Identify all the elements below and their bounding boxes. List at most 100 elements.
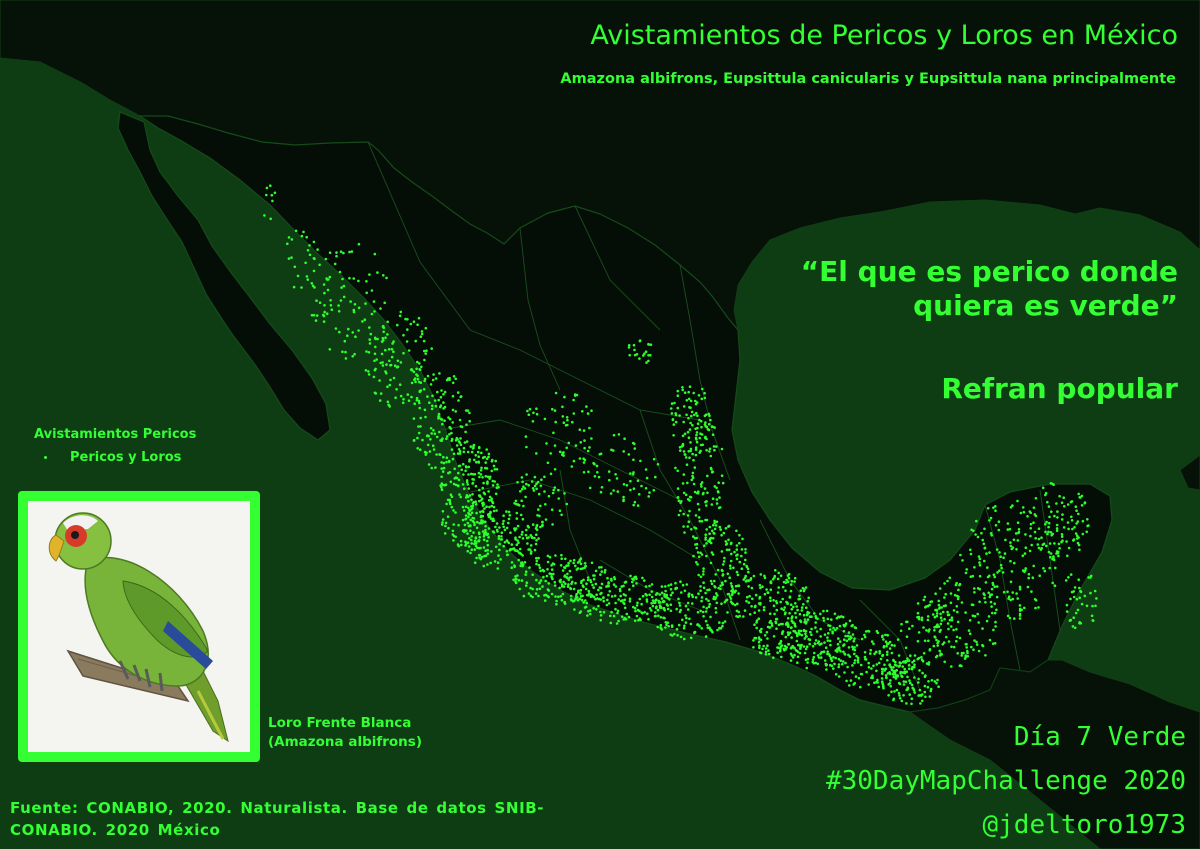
- sighting-point: [1070, 519, 1074, 522]
- sighting-point: [633, 447, 637, 450]
- sighting-point: [478, 488, 481, 492]
- sighting-point: [644, 468, 648, 471]
- sighting-point: [710, 582, 714, 585]
- sighting-point: [419, 381, 423, 385]
- sighting-point: [921, 659, 925, 663]
- sighting-point: [605, 603, 609, 607]
- sighting-point: [566, 418, 569, 422]
- sighting-point: [592, 577, 596, 581]
- sighting-point: [822, 650, 825, 654]
- sighting-point: [435, 435, 439, 439]
- sighting-point: [430, 347, 434, 350]
- sighting-point: [688, 495, 692, 499]
- sighting-point: [743, 576, 747, 580]
- sighting-point: [748, 594, 751, 598]
- sighting-point: [588, 486, 592, 490]
- sighting-points: [263, 184, 1098, 706]
- sighting-point: [1018, 614, 1022, 617]
- sighting-point: [717, 506, 721, 510]
- sighting-point: [697, 394, 701, 397]
- sighting-point: [761, 585, 764, 588]
- sighting-point: [660, 585, 664, 588]
- sighting-point: [455, 444, 459, 447]
- sighting-point: [431, 394, 434, 398]
- sighting-point: [367, 370, 370, 373]
- sighting-point: [1089, 591, 1092, 595]
- sighting-point: [1046, 532, 1049, 536]
- sighting-point: [718, 525, 722, 529]
- sighting-point: [758, 583, 762, 587]
- sighting-point: [559, 578, 562, 582]
- sighting-point: [786, 580, 790, 583]
- sighting-point: [702, 491, 705, 495]
- sighting-point: [623, 617, 627, 620]
- sighting-point: [438, 372, 441, 375]
- sighting-point: [326, 288, 330, 292]
- sighting-point: [616, 611, 619, 615]
- sighting-point: [648, 607, 652, 610]
- sighting-point: [920, 616, 924, 620]
- sighting-point: [786, 601, 789, 605]
- sighting-point: [983, 527, 986, 531]
- sighting-point: [719, 528, 722, 531]
- sighting-point: [473, 473, 477, 476]
- sighting-point: [525, 473, 528, 476]
- sighting-point: [683, 589, 687, 593]
- sighting-point: [843, 671, 846, 674]
- sighting-point: [265, 193, 268, 197]
- sighting-point: [872, 664, 875, 668]
- sighting-point: [592, 607, 595, 610]
- sighting-point: [582, 429, 586, 432]
- sighting-point: [454, 511, 457, 514]
- sighting-point: [1072, 539, 1075, 542]
- sighting-point: [460, 425, 464, 429]
- sighting-point: [636, 479, 640, 483]
- sighting-point: [936, 641, 939, 645]
- sighting-point: [514, 538, 517, 541]
- sighting-point: [1007, 595, 1011, 598]
- sighting-point: [440, 389, 443, 392]
- sighting-point: [789, 589, 793, 593]
- sighting-point: [802, 629, 806, 633]
- sighting-point: [495, 522, 499, 525]
- sighting-point: [652, 489, 656, 492]
- sighting-point: [525, 445, 528, 449]
- sighting-point: [481, 530, 485, 533]
- sighting-point: [592, 595, 596, 599]
- sighting-point: [693, 413, 696, 417]
- sighting-point: [875, 663, 879, 666]
- sighting-point: [505, 539, 509, 542]
- sighting-point: [638, 597, 642, 601]
- sighting-point: [704, 413, 708, 417]
- sighting-point: [742, 578, 746, 581]
- sighting-point: [296, 274, 300, 278]
- sighting-point: [594, 569, 598, 573]
- sighting-point: [804, 632, 807, 636]
- sighting-point: [1060, 518, 1064, 521]
- sighting-point: [853, 646, 856, 649]
- sighting-point: [956, 597, 960, 601]
- sighting-point: [474, 484, 478, 488]
- sighting-point: [335, 251, 338, 254]
- sighting-point: [881, 654, 884, 657]
- sighting-point: [579, 557, 583, 560]
- sighting-point: [925, 629, 928, 632]
- sighting-point: [805, 666, 808, 670]
- sighting-point: [950, 619, 954, 622]
- sighting-point: [664, 585, 667, 588]
- sighting-point: [514, 527, 518, 530]
- sighting-point: [1085, 530, 1088, 534]
- sighting-point: [459, 437, 462, 440]
- sighting-point: [452, 452, 456, 456]
- sighting-point: [730, 552, 733, 556]
- sighting-point: [929, 687, 933, 691]
- sighting-point: [468, 537, 471, 540]
- sighting-point: [510, 561, 514, 564]
- sighting-point: [863, 635, 867, 639]
- sighting-point: [348, 276, 351, 280]
- sighting-point: [650, 609, 653, 612]
- sighting-point: [471, 519, 475, 523]
- sighting-point: [600, 486, 604, 489]
- sighting-point: [470, 498, 473, 502]
- sighting-point: [686, 525, 689, 528]
